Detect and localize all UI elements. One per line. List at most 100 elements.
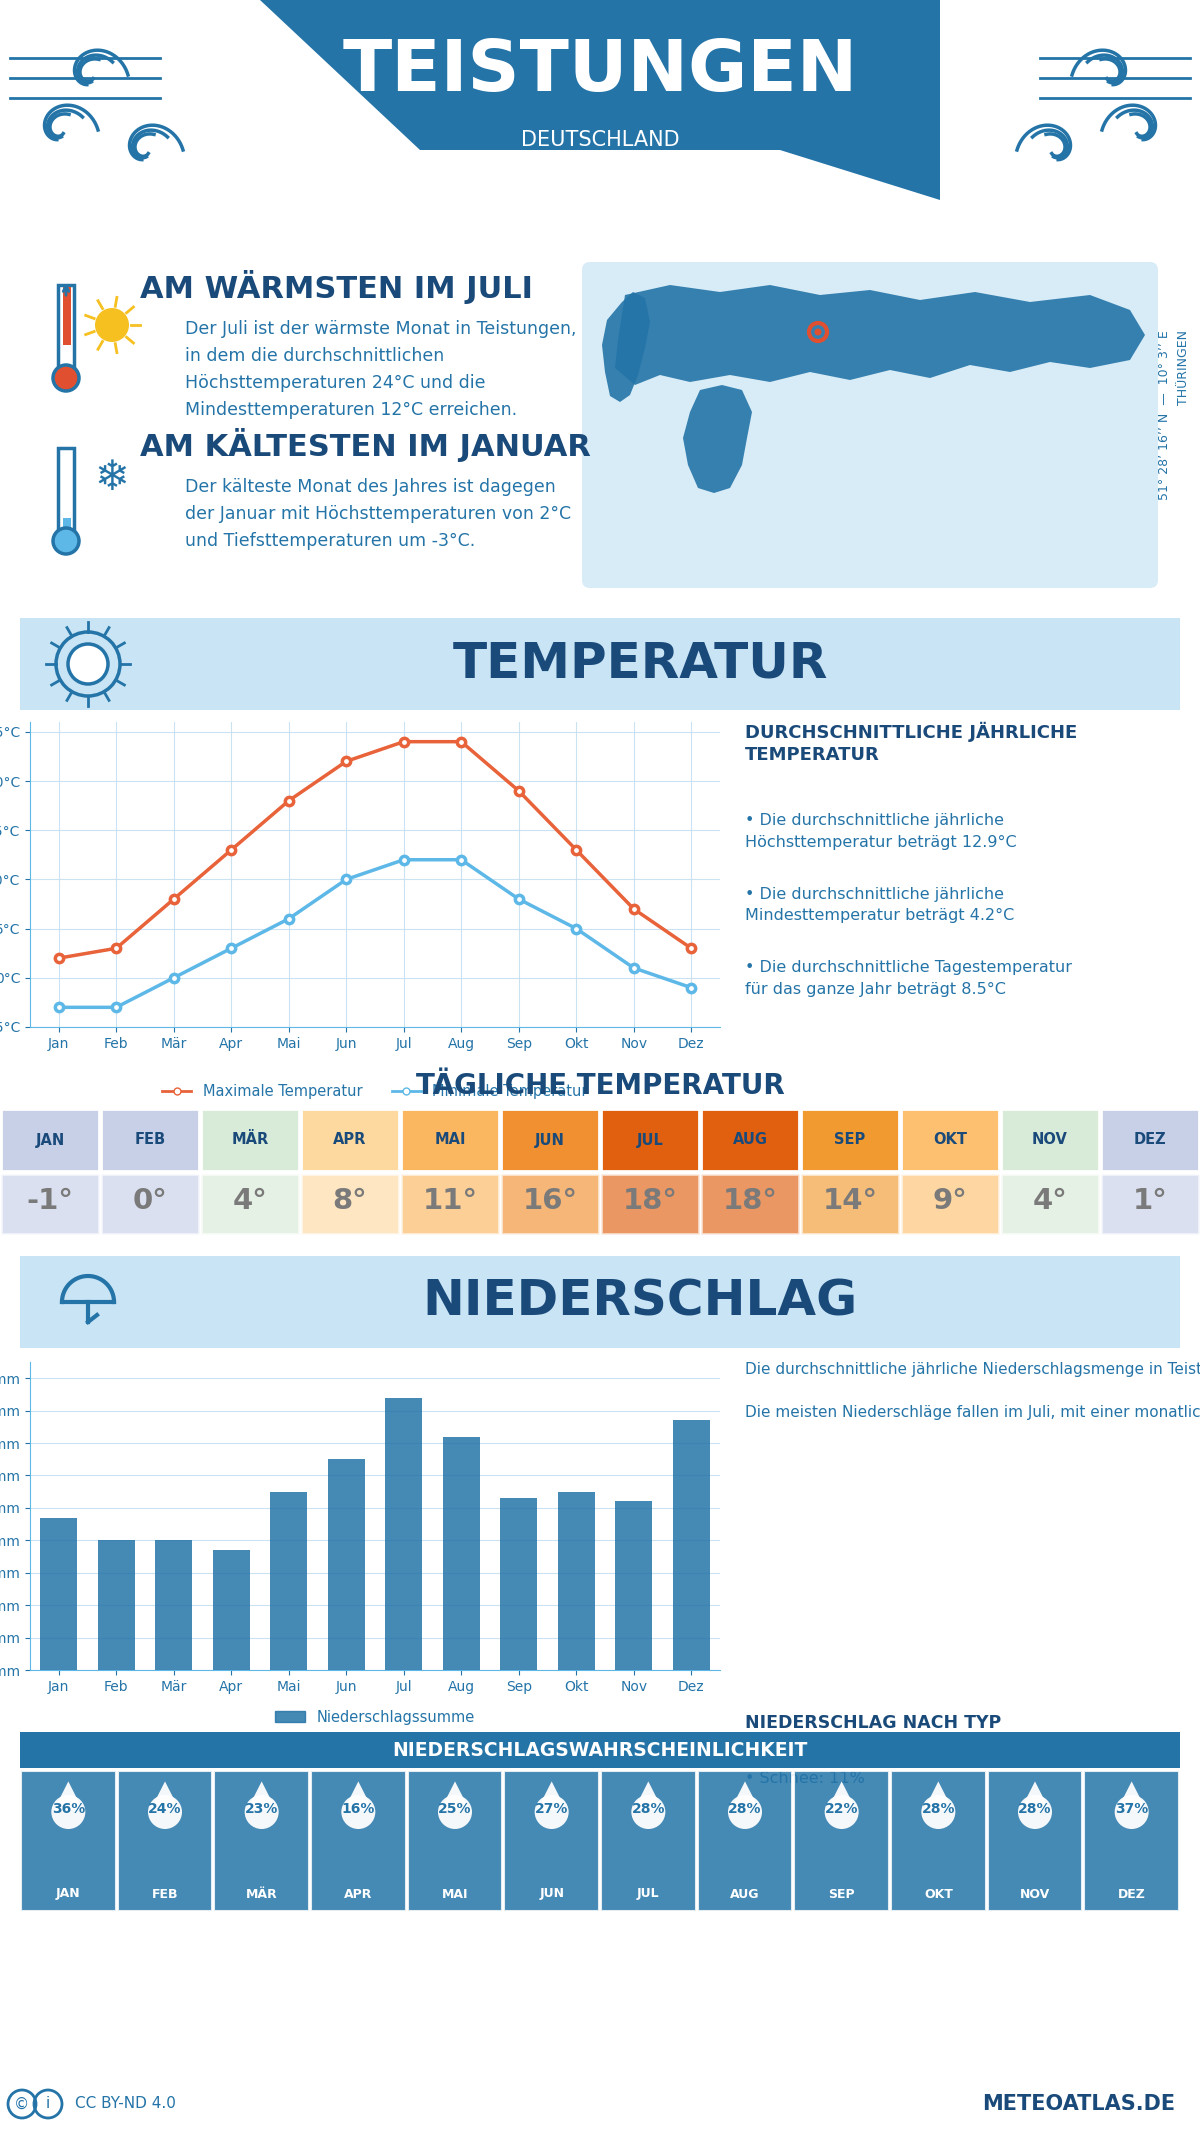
Text: ©: © bbox=[14, 2097, 30, 2112]
Text: • Schnee: 11%: • Schnee: 11% bbox=[745, 1772, 865, 1787]
Circle shape bbox=[341, 1795, 376, 1830]
Text: 16%: 16% bbox=[342, 1802, 376, 1817]
Bar bbox=[155, 1541, 192, 1669]
Text: 37%: 37% bbox=[1115, 1802, 1148, 1817]
Text: TEISTUNGEN: TEISTUNGEN bbox=[342, 39, 858, 107]
Bar bbox=[616, 1502, 653, 1669]
Bar bbox=[64, 287, 71, 345]
Text: NOV: NOV bbox=[1020, 1887, 1050, 1900]
Bar bbox=[1085, 1772, 1180, 1911]
Text: MÄR: MÄR bbox=[246, 1887, 277, 1900]
Bar bbox=[988, 1772, 1082, 1911]
Polygon shape bbox=[150, 1780, 180, 1810]
Text: 9°: 9° bbox=[932, 1188, 967, 1216]
Polygon shape bbox=[602, 291, 650, 402]
Text: 14°: 14° bbox=[822, 1188, 877, 1216]
Bar bbox=[502, 1175, 599, 1235]
Text: JAN: JAN bbox=[56, 1887, 80, 1900]
Polygon shape bbox=[247, 1780, 276, 1810]
Text: • Die durchschnittliche Tagestemperatur
für das ganze Jahr beträgt 8.5°C: • Die durchschnittliche Tagestemperatur … bbox=[745, 961, 1072, 997]
Text: FEB: FEB bbox=[151, 1887, 179, 1900]
Bar bbox=[101, 1175, 199, 1235]
Text: 18°: 18° bbox=[722, 1188, 778, 1216]
Text: METEOATLAS.DE: METEOATLAS.DE bbox=[982, 2095, 1175, 2114]
Text: AM KÄLTESTEN IM JANUAR: AM KÄLTESTEN IM JANUAR bbox=[140, 428, 590, 462]
Bar bbox=[794, 1772, 889, 1911]
Circle shape bbox=[535, 1795, 569, 1830]
Text: OKT: OKT bbox=[934, 1132, 967, 1147]
Text: DEZ: DEZ bbox=[1117, 1887, 1146, 1900]
Text: 25%: 25% bbox=[438, 1802, 472, 1817]
Text: Der Juli ist der wärmste Monat in Teistungen,
in dem die durchschnittlichen
Höch: Der Juli ist der wärmste Monat in Teistu… bbox=[185, 321, 576, 419]
Circle shape bbox=[728, 1795, 762, 1830]
Bar bbox=[22, 1772, 115, 1911]
Text: • Die durchschnittliche jährliche
Höchsttemperatur beträgt 12.9°C: • Die durchschnittliche jährliche Höchst… bbox=[745, 813, 1016, 850]
Bar bbox=[270, 1492, 307, 1669]
Text: DURCHSCHNITTLICHE JÄHRLICHE
TEMPERATUR: DURCHSCHNITTLICHE JÄHRLICHE TEMPERATUR bbox=[745, 721, 1078, 764]
Bar bbox=[1001, 1109, 1099, 1171]
Bar bbox=[901, 1109, 998, 1171]
Text: SEP: SEP bbox=[834, 1132, 865, 1147]
Text: • Die durchschnittliche jährliche
Mindesttemperatur beträgt 4.2°C: • Die durchschnittliche jährliche Mindes… bbox=[745, 886, 1014, 922]
Bar bbox=[301, 1109, 398, 1171]
Polygon shape bbox=[924, 1780, 953, 1810]
Polygon shape bbox=[827, 1780, 856, 1810]
Bar bbox=[601, 1772, 696, 1911]
Bar bbox=[408, 1772, 503, 1911]
Bar bbox=[118, 1772, 212, 1911]
Bar bbox=[802, 1109, 899, 1171]
Polygon shape bbox=[54, 1780, 83, 1810]
Text: AM WÄRMSTEN IM JULI: AM WÄRMSTEN IM JULI bbox=[140, 270, 533, 304]
Text: OKT: OKT bbox=[924, 1887, 953, 1900]
Circle shape bbox=[1018, 1795, 1052, 1830]
Bar bbox=[1102, 1175, 1199, 1235]
Text: ❄: ❄ bbox=[95, 458, 130, 499]
Text: • Regen: 89%: • Regen: 89% bbox=[745, 1746, 857, 1761]
Bar bbox=[328, 1459, 365, 1669]
Text: 16°: 16° bbox=[522, 1188, 577, 1216]
Text: AUG: AUG bbox=[731, 1887, 760, 1900]
Text: 8°: 8° bbox=[332, 1188, 367, 1216]
Bar bbox=[601, 1109, 698, 1171]
Bar bbox=[890, 1772, 985, 1911]
Text: -1°: -1° bbox=[26, 1188, 73, 1216]
Circle shape bbox=[95, 308, 130, 342]
Bar bbox=[672, 1421, 710, 1669]
Legend: Maximale Temperatur, Minimale Temperatur: Maximale Temperatur, Minimale Temperatur bbox=[156, 1079, 594, 1104]
Bar bbox=[301, 1175, 398, 1235]
Bar bbox=[1, 1109, 98, 1171]
Bar bbox=[901, 1175, 998, 1235]
Bar bbox=[202, 1175, 299, 1235]
Text: NIEDERSCHLAG: NIEDERSCHLAG bbox=[422, 1278, 858, 1327]
Polygon shape bbox=[683, 385, 752, 492]
Polygon shape bbox=[1117, 1780, 1146, 1810]
Bar bbox=[802, 1175, 899, 1235]
Text: 28%: 28% bbox=[728, 1802, 762, 1817]
Text: JAN: JAN bbox=[35, 1132, 65, 1147]
Bar bbox=[401, 1175, 499, 1235]
Bar bbox=[215, 1772, 310, 1911]
Polygon shape bbox=[344, 1780, 373, 1810]
Text: JUL: JUL bbox=[637, 1887, 660, 1900]
Circle shape bbox=[52, 1795, 85, 1830]
Polygon shape bbox=[538, 1780, 566, 1810]
Text: JUN: JUN bbox=[539, 1887, 564, 1900]
Bar bbox=[64, 518, 71, 537]
Text: JUL: JUL bbox=[636, 1132, 664, 1147]
Bar bbox=[40, 1517, 78, 1669]
Text: TEMPERATUR: TEMPERATUR bbox=[452, 640, 828, 687]
FancyBboxPatch shape bbox=[17, 1729, 1183, 1772]
Circle shape bbox=[56, 631, 120, 696]
Text: 24%: 24% bbox=[149, 1802, 181, 1817]
Bar bbox=[558, 1492, 595, 1669]
Text: APR: APR bbox=[344, 1887, 372, 1900]
Bar bbox=[601, 1175, 698, 1235]
Bar bbox=[97, 1541, 134, 1669]
Text: 28%: 28% bbox=[1019, 1802, 1051, 1817]
Text: NIEDERSCHLAG NACH TYP: NIEDERSCHLAG NACH TYP bbox=[745, 1714, 1001, 1731]
Circle shape bbox=[68, 644, 108, 685]
Text: APR: APR bbox=[334, 1132, 367, 1147]
Bar bbox=[1001, 1175, 1099, 1235]
Text: MAI: MAI bbox=[434, 1132, 466, 1147]
Bar bbox=[385, 1397, 422, 1669]
